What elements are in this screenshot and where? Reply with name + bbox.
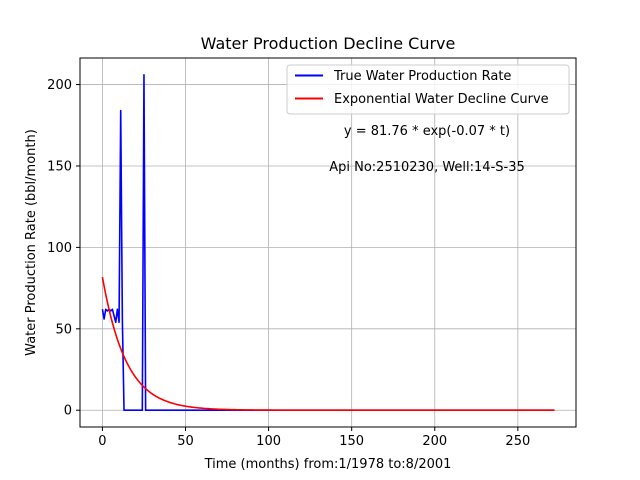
legend: True Water Production Rate Exponential W… [286,64,570,115]
x-axis-label: Time (months) from:1/1978 to:8/2001 [204,457,452,472]
series-line-true-water [101,73,555,412]
axis-ticks: 0 50 100 150 200 250 0 50 100 150 200 [47,78,530,449]
x-tick-label: 150 [339,434,364,449]
x-tick-label: 250 [505,434,530,449]
x-tick-label: 50 [177,434,194,449]
y-tick-label: 0 [64,404,72,419]
y-tick-label: 50 [55,322,72,337]
plot-frame [79,57,577,428]
legend-label-exponential-decline: Exponential Water Decline Curve [334,92,549,107]
y-tick-label: 150 [47,159,72,174]
x-tick-label: 0 [98,434,106,449]
series-layer [101,73,555,412]
x-tick-label: 200 [422,434,447,449]
equation-annotation: y = 81.76 * exp(-0.07 * t) [344,124,510,139]
well-annotation: Api No:2510230, Well:14-S-35 [329,160,525,175]
series-line-exponential-decline [101,276,555,412]
legend-label-true-water: True Water Production Rate [333,69,511,84]
y-axis-label: Water Production Rate (bbl/month) [24,129,39,356]
legend-box [286,64,570,115]
x-tick-label: 100 [256,434,281,449]
chart-title: Water Production Decline Curve [201,34,456,53]
y-tick-label: 100 [47,241,72,256]
y-tick-label: 200 [47,78,72,93]
